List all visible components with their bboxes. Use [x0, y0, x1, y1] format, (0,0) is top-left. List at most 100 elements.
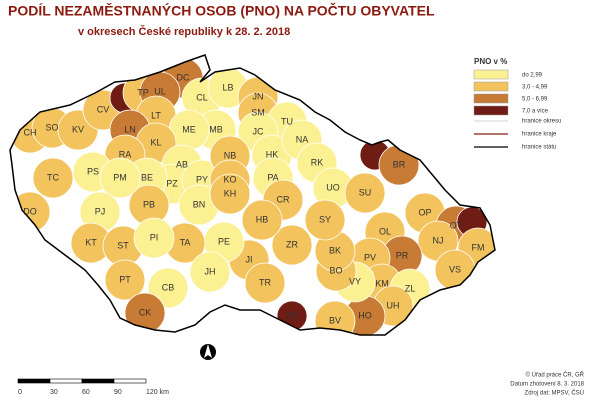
district	[344, 172, 386, 214]
district-label: BV	[329, 315, 341, 325]
district-label: KO	[223, 174, 236, 184]
district-label: CR	[277, 194, 290, 204]
legend-swatch	[473, 81, 509, 92]
district-label: PB	[143, 199, 155, 209]
legend-title: PNO v %	[474, 57, 507, 66]
district-label: TA	[180, 237, 191, 247]
legend-label: 7,0 a více	[522, 109, 549, 115]
district	[104, 259, 146, 301]
scale-segment	[81, 378, 115, 384]
credit: Datum zhotovení 8. 3. 2018	[510, 382, 584, 388]
district-label: CK	[139, 307, 152, 317]
district-label: FM	[472, 242, 485, 252]
district-label: BN	[193, 199, 206, 209]
district-label: JH	[205, 266, 216, 276]
district-label: LB	[222, 82, 233, 92]
district-label: PZ	[166, 178, 178, 188]
district-label: RA	[119, 149, 132, 159]
district-label: JC	[253, 126, 265, 136]
north-arrow	[200, 344, 216, 360]
credits: © Úřad práce ČR, GŘ Datum zhotovení 8. 3.…	[510, 371, 584, 397]
scale-label: 60	[82, 389, 90, 396]
district	[32, 157, 74, 199]
district-label: JI	[245, 254, 252, 264]
district-label: PI	[150, 232, 159, 242]
legend-label: 3,0 - 4,99	[522, 85, 548, 91]
credit: © Úřad práce ČR, GŘ	[526, 371, 585, 379]
district-label: TR	[259, 277, 271, 287]
scale-segment	[49, 378, 83, 384]
district-label: HB	[256, 214, 269, 224]
legend: PNO v % do 2,99 3,0 - 4,99 5,0 - 6,99 7,0 a …	[473, 57, 561, 151]
scale-bar: 0 30 60 90 120 km	[17, 378, 169, 396]
district-label: PM	[113, 172, 127, 182]
district-label: KM	[375, 278, 389, 288]
district-label: MB	[209, 124, 223, 134]
district	[189, 251, 231, 293]
district-labels: CH SO KV CV TP DC UL LT LN CL LB JN SM TU JC MB ME KL RA AB…	[23, 72, 484, 325]
district	[133, 217, 175, 259]
district-label: SY	[319, 214, 331, 224]
legend-label: hranice kraje	[522, 132, 557, 138]
scale-label: 90	[114, 389, 122, 396]
district-label: OL	[379, 226, 391, 236]
district-label: TC	[47, 172, 59, 182]
district-label: PE	[218, 236, 230, 246]
district-label: VS	[449, 264, 461, 274]
legend-label: do 2,99	[522, 73, 543, 79]
district-label: SU	[359, 187, 372, 197]
district-label: CL	[196, 92, 208, 102]
district	[209, 173, 251, 215]
scale-label: 120 km	[146, 389, 169, 396]
district-label: KT	[85, 237, 97, 247]
legend-swatch	[473, 93, 509, 104]
district-label: CV	[97, 104, 110, 114]
legend-label: hranice okresu	[522, 119, 561, 125]
district-label: ZN	[286, 310, 298, 320]
district-label: HO	[358, 310, 372, 320]
district-label: PT	[119, 274, 131, 284]
district-label: ST	[117, 240, 129, 250]
district-label: DC	[177, 72, 190, 82]
district	[271, 224, 313, 266]
district-label: OT	[450, 220, 463, 230]
district-label: SM	[251, 107, 265, 117]
district-label: TU	[281, 116, 293, 126]
credit: Zdroj dat: MPSV, ČSÚ	[525, 390, 584, 397]
district-label: OP	[418, 207, 431, 217]
district-label: KV	[72, 124, 84, 134]
district-label: BR	[393, 159, 406, 169]
district-label: NJ	[433, 235, 444, 245]
district-label: DO	[23, 206, 37, 216]
district-label: BO	[329, 265, 342, 275]
district-label: AB	[176, 159, 188, 169]
district-label: VY	[349, 276, 361, 286]
district-label: PY	[196, 174, 208, 184]
legend-swatch	[473, 69, 509, 80]
district-label: PA	[267, 172, 278, 182]
title: PODÍL NEZAMĚSTNANÝCH OSOB (PNO) NA POČTU…	[8, 2, 435, 19]
district-label: ZL	[405, 283, 416, 293]
district-label: CB	[162, 282, 175, 292]
district-label: NB	[224, 150, 237, 160]
district	[99, 157, 141, 199]
district-label: CH	[24, 127, 37, 137]
district-label: UL	[154, 86, 166, 96]
subtitle: v okresech České republiky k 28. 2. 2018	[78, 25, 290, 38]
district-label: PR	[396, 250, 409, 260]
legend-swatch	[473, 105, 509, 116]
scale-segment	[17, 378, 51, 384]
district-label: PV	[364, 252, 376, 262]
district-label: UO	[326, 182, 340, 192]
district	[241, 199, 283, 241]
legend-label: 5,0 - 6,99	[522, 97, 548, 103]
scale-label: 30	[50, 389, 58, 396]
districts	[10, 57, 495, 335]
district-label: ME	[182, 124, 196, 134]
district-label: LT	[151, 110, 161, 120]
district-label: KH	[224, 188, 237, 198]
scale-segment	[113, 378, 147, 384]
district-label: HK	[266, 149, 279, 159]
